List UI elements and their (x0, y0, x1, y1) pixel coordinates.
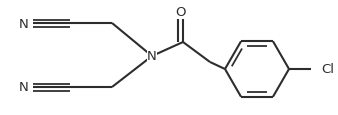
Text: N: N (19, 81, 29, 94)
Text: N: N (19, 17, 29, 30)
Text: N: N (147, 50, 157, 63)
Text: O: O (176, 6, 186, 19)
Text: Cl: Cl (321, 63, 334, 76)
